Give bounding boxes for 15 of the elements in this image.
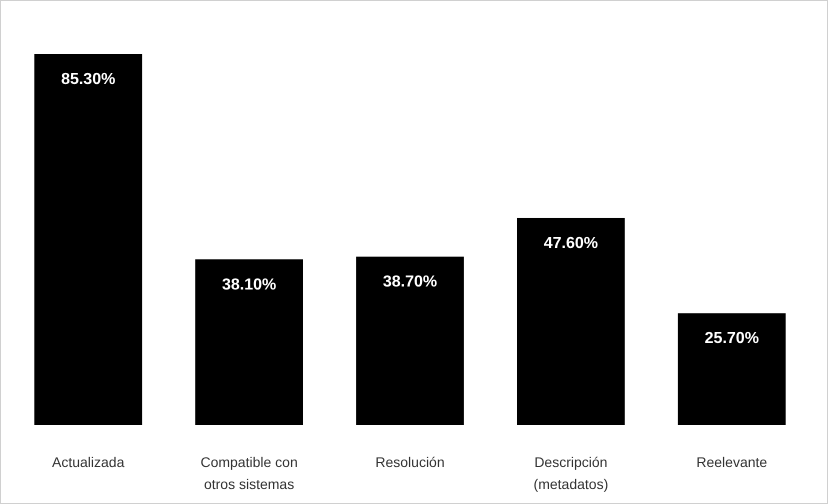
data-label: 25.70% <box>704 330 759 348</box>
x-tick-label: Descripción (metadatos) <box>534 454 608 492</box>
x-tick-label: Compatible con otros sistemas <box>200 454 298 492</box>
data-label: 38.70% <box>382 274 438 291</box>
x-tick-label: Reelevante <box>696 454 768 470</box>
data-label: 85.30% <box>61 71 116 88</box>
bar <box>516 218 625 425</box>
data-label: 47.60% <box>544 234 598 252</box>
bar <box>678 313 786 425</box>
bar <box>356 256 464 425</box>
bar <box>34 54 142 425</box>
x-tick-label: Resolución <box>375 454 445 470</box>
x-tick-label: Actualizada <box>52 454 125 470</box>
data-label: 38.10% <box>222 276 276 294</box>
bar <box>195 259 304 425</box>
